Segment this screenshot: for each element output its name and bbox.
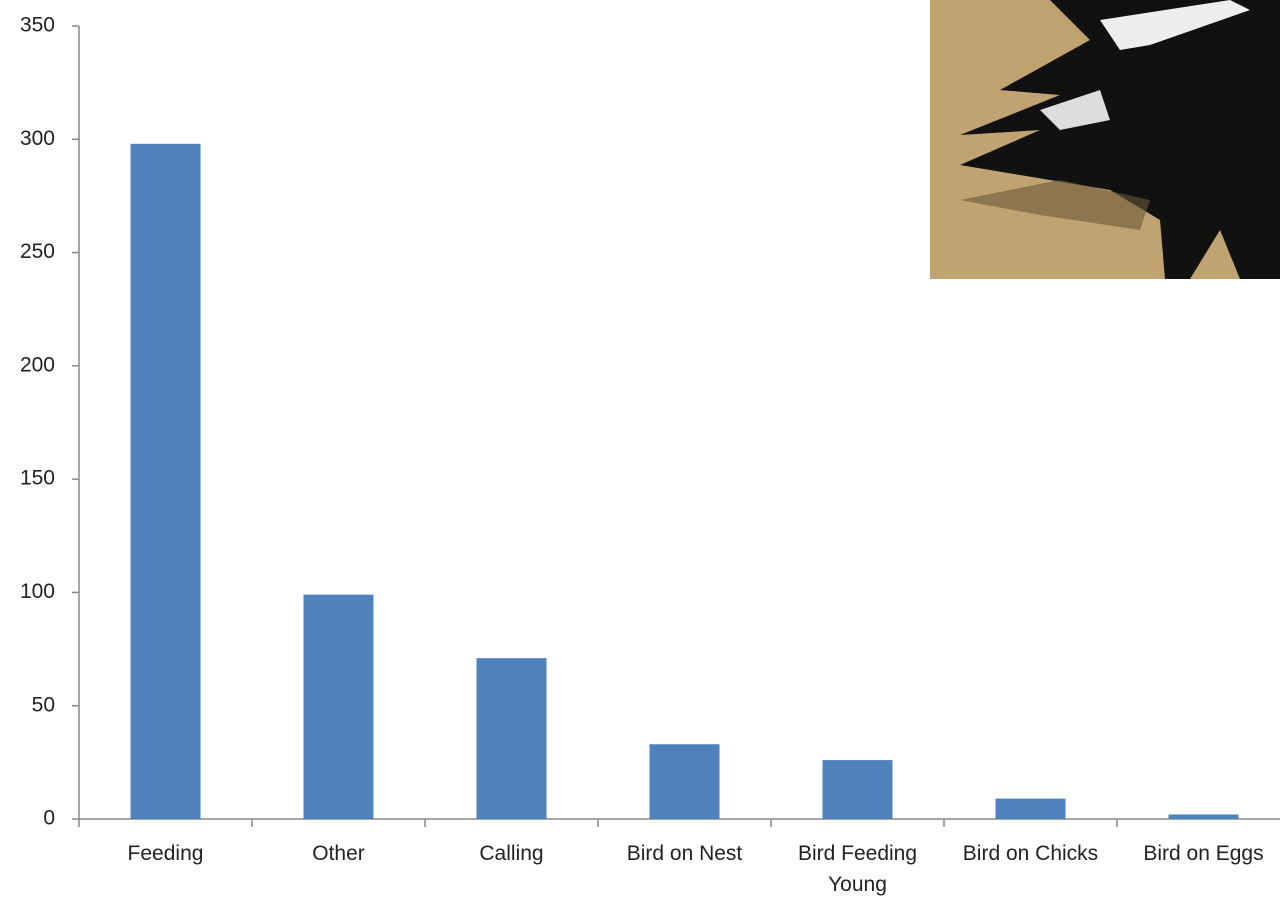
bar — [476, 658, 547, 819]
x-tick-label: Calling — [479, 842, 544, 865]
x-tick-label: Feeding — [127, 842, 204, 865]
bar — [130, 143, 201, 819]
y-tick-label: 0 — [43, 807, 55, 830]
y-tick-label: 100 — [20, 580, 55, 603]
x-tick-label: Bird on Eggs — [1143, 842, 1264, 865]
bar — [649, 744, 720, 819]
y-tick-label: 350 — [20, 14, 55, 37]
y-tick-label: 150 — [20, 467, 55, 490]
bar — [822, 760, 893, 819]
x-tick-label: Bird Feeding Young — [797, 842, 918, 896]
y-tick-label: 200 — [20, 353, 55, 376]
x-tick-label: Other — [312, 842, 365, 865]
bar — [303, 594, 374, 819]
photo — [930, 0, 1280, 279]
x-tick-label: Bird on Nest — [626, 842, 743, 865]
x-tick-label: Bird on Chicks — [962, 842, 1099, 865]
y-tick-label: 250 — [20, 240, 55, 263]
y-tick-label: 300 — [20, 127, 55, 150]
bar — [1168, 814, 1239, 819]
y-tick-label: 50 — [32, 693, 55, 716]
bar — [995, 798, 1066, 819]
